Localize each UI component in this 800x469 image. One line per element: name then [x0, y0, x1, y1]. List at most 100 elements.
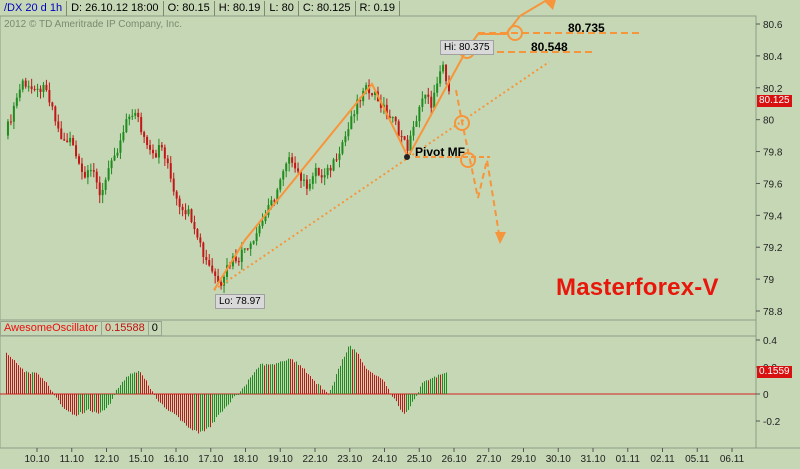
ao-bar [170, 394, 171, 412]
candle-body [285, 163, 288, 172]
x-tick-label: 30.10 [546, 454, 571, 465]
indicator-name[interactable]: AwesomeOscillator [0, 321, 102, 336]
target-circle [454, 115, 470, 131]
ao-bar [210, 394, 211, 428]
candle-body [302, 179, 305, 181]
candle-body [166, 158, 169, 164]
ao-bar [416, 394, 417, 396]
candle-body [317, 167, 320, 176]
ao-bar [206, 394, 207, 429]
ao-bar [262, 363, 263, 394]
x-tick-label: 02.11 [650, 454, 675, 465]
ao-bar [444, 373, 445, 394]
ao-bar [304, 368, 305, 394]
candle-body [258, 226, 261, 234]
candle-body [119, 140, 122, 153]
ao-bar [442, 373, 443, 394]
ao-bar [140, 372, 141, 394]
ao-bar [178, 394, 179, 418]
ao-bar [66, 394, 67, 411]
ao-bar [258, 367, 259, 394]
price-y-tick-label: 80.6 [763, 20, 783, 31]
ao-bar [116, 389, 117, 394]
candle-body [344, 136, 347, 143]
candle-body [439, 71, 442, 84]
ao-bar [244, 386, 245, 394]
candle-body [359, 99, 362, 102]
ao-bar [326, 391, 327, 394]
ao-bar [296, 361, 297, 394]
candle-body [66, 140, 69, 143]
ao-bar [184, 394, 185, 423]
candle-body [193, 222, 196, 230]
candle-body [279, 179, 282, 190]
ao-bar [368, 370, 369, 394]
ao-bar [162, 394, 163, 405]
x-tick-label: 16.10 [163, 454, 188, 465]
ao-bar [316, 384, 317, 394]
candle-body [356, 99, 359, 115]
candle-body [181, 206, 184, 211]
ao-bar [72, 394, 73, 415]
projection-dashed [455, 89, 501, 241]
candle-body [243, 248, 246, 250]
ao-bar [404, 394, 405, 414]
candle-body [80, 163, 83, 172]
ao-bar [106, 394, 107, 409]
ao-bar [284, 361, 285, 394]
ao-bar [394, 394, 395, 399]
ao-bar [426, 380, 427, 394]
candle-body [69, 137, 72, 143]
ao-bar [340, 365, 341, 394]
ao-bar [24, 372, 25, 394]
candle-body [24, 80, 27, 87]
candle-body [36, 88, 39, 90]
candle-body [424, 94, 427, 99]
ao-bar [306, 372, 307, 394]
ao-bar [28, 372, 29, 394]
x-tick-label: 06.11 [720, 454, 745, 465]
ao-bar [134, 372, 135, 394]
candle-body [134, 112, 137, 116]
x-tick-label: 05.11 [685, 454, 710, 465]
candle-body [365, 85, 368, 91]
candle-body [240, 249, 243, 262]
ao-bar [8, 355, 9, 394]
header-symbol[interactable]: /DX 20 d 1h [0, 0, 68, 16]
ao-bar [434, 376, 435, 394]
ao-bar [150, 388, 151, 394]
candle-body [122, 132, 125, 141]
ao-bar [286, 360, 287, 394]
candle-body [146, 136, 149, 146]
ao-bar [352, 349, 353, 394]
ao-bar [10, 356, 11, 394]
candle-body [113, 155, 116, 161]
ao-bar [396, 394, 397, 402]
ao-bar [152, 391, 153, 394]
ao-bar [158, 394, 159, 402]
candle-body [264, 215, 267, 222]
ao-bar [402, 394, 403, 413]
ao-bar [112, 394, 113, 399]
ao-bar [358, 353, 359, 394]
header-open: O: 80.15 [164, 0, 215, 16]
candle-body [110, 160, 113, 169]
ao-bar [26, 371, 27, 394]
ao-bar [274, 364, 275, 394]
candle-body [27, 86, 30, 88]
candle-body [184, 210, 187, 215]
candle-body [152, 149, 154, 154]
candle-body [92, 170, 95, 172]
x-tick-label: 26.10 [441, 454, 466, 465]
candle-body [6, 121, 9, 136]
ao-bar [278, 362, 279, 394]
ao-bar [276, 363, 277, 394]
hi-label: Hi: 80.375 [440, 40, 494, 55]
ao-bar [204, 394, 205, 432]
level-label-80735: 80.735 [568, 21, 605, 35]
ao-bar [148, 385, 149, 394]
candle-body [21, 80, 24, 90]
ao-bar [408, 394, 409, 410]
ao-bar [364, 365, 365, 394]
candle-body [149, 145, 152, 150]
